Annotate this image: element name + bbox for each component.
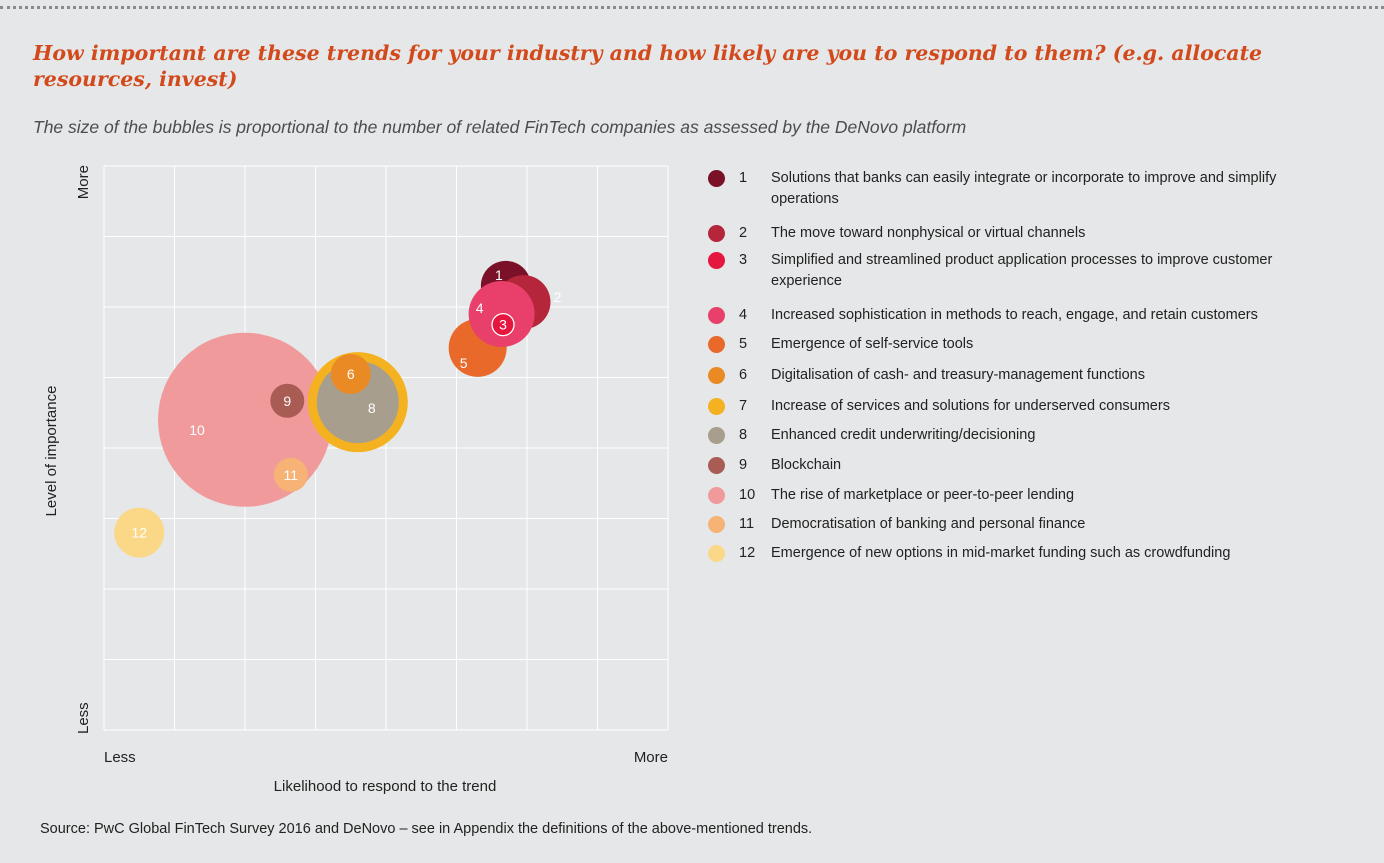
legend-label-9: Blockchain <box>771 457 842 473</box>
legend-number-7: 7 <box>739 398 748 414</box>
legend-swatch-12 <box>708 545 725 562</box>
legend-swatch-2 <box>708 225 725 242</box>
x-axis-max-label: More <box>634 749 668 766</box>
legend-label-1: Solutions that banks can easily integrat… <box>771 170 1277 207</box>
legend-number-5: 5 <box>739 336 748 352</box>
legend-item-8: 8 Enhanced credit underwriting/decisionin… <box>708 425 1348 446</box>
legend-swatch-5 <box>708 336 725 353</box>
legend-item-2: 2 The move toward nonphysical or virtual … <box>708 223 1348 244</box>
legend-swatch-6 <box>708 367 725 384</box>
legend-swatch-1 <box>708 170 725 187</box>
x-axis-title: Likelihood to respond to the trend <box>274 778 497 795</box>
legend-label-4: Increased sophistication in methods to r… <box>771 307 1258 323</box>
legend-swatch-3 <box>708 252 725 269</box>
bubble-label-4: 4 <box>476 300 484 316</box>
legend-number-1: 1 <box>739 170 748 186</box>
legend-number-10: 10 <box>739 487 756 503</box>
legend-label-11: Democratisation of banking and personal … <box>771 516 1086 532</box>
legend-swatch-7 <box>708 398 725 415</box>
legend-item-4: 4 Increased sophistication in methods to … <box>708 305 1348 326</box>
legend-label-5: Emergence of self-service tools <box>771 336 974 352</box>
bubble-layer: 107869111251243 <box>114 260 562 558</box>
y-axis-title: Level of importance <box>43 386 60 517</box>
chart-grid <box>103 165 669 731</box>
bubble-label-3: 3 <box>499 317 507 333</box>
legend-swatch-10 <box>708 487 725 504</box>
legend-swatch-8 <box>708 427 725 444</box>
bubble-label-1: 1 <box>495 267 503 283</box>
legend-label-10: The rise of marketplace or peer-to-peer … <box>771 487 1075 503</box>
y-axis-min-label: Less <box>75 702 92 734</box>
bubble-12: 12 <box>114 507 165 558</box>
legend-number-6: 6 <box>739 367 748 383</box>
legend-item-12: 12 Emergence of new options in mid-market… <box>708 543 1348 564</box>
legend-number-9: 9 <box>739 457 748 473</box>
bubble-label-9: 9 <box>283 393 291 409</box>
legend-item-6: 6 Digitalisation of cash- and treasury-ma… <box>708 365 1348 386</box>
bubble-6: 6 <box>330 353 371 394</box>
bubble-circle-9 <box>270 383 305 418</box>
legend-number-12: 12 <box>739 545 756 561</box>
legend-label-3: Simplified and streamlined product appli… <box>771 252 1273 289</box>
legend-number-4: 4 <box>739 307 748 323</box>
bubble-label-12: 12 <box>131 525 147 541</box>
legend-item-11: 11 Democratisation of banking and persona… <box>708 514 1348 535</box>
legend-item-7: 7 Increase of services and solutions for … <box>708 396 1348 417</box>
bubble-label-8: 8 <box>368 400 376 416</box>
legend-label-7: Increase of services and solutions for u… <box>771 398 1170 414</box>
chart-subtitle: The size of the bubbles is proportional … <box>33 117 967 137</box>
bubble-label-5: 5 <box>460 355 468 371</box>
y-axis-max-label: More <box>75 165 92 199</box>
legend-item-5: 5 Emergence of self-service tools <box>708 334 1348 355</box>
legend-label-6: Digitalisation of cash- and treasury-man… <box>771 367 1145 383</box>
bubble-circle-3 <box>491 312 515 337</box>
chart-title: How important are these trends for your … <box>33 41 1263 91</box>
top-dotted-rule <box>0 6 1384 9</box>
bubble-chart: 107869111251243 Less More Likelihood to … <box>43 165 669 795</box>
legend-number-11: 11 <box>739 516 755 532</box>
legend-label-8: Enhanced credit underwriting/decisioning <box>771 427 1036 443</box>
bubble-label-2: 2 <box>554 289 562 305</box>
bubble-9: 9 <box>270 383 305 418</box>
bubble-circle-6 <box>330 353 371 394</box>
legend-item-1: 1 Solutions that banks can easily integra… <box>708 168 1348 210</box>
legend-swatch-4 <box>708 307 725 324</box>
legend-label-2: The move toward nonphysical or virtual c… <box>771 225 1086 241</box>
bubble-3: 3 <box>491 312 515 337</box>
x-axis-min-label: Less <box>104 749 136 766</box>
bubble-11: 11 <box>273 457 308 492</box>
bubble-circle-11 <box>273 457 308 492</box>
legend-swatch-9 <box>708 457 725 474</box>
bubble-label-10: 10 <box>189 422 205 438</box>
bubble-label-11: 11 <box>284 467 299 483</box>
source-note: Source: PwC Global FinTech Survey 2016 a… <box>40 821 813 837</box>
legend-item-9: 9 Blockchain <box>708 455 1348 476</box>
bubble-label-6: 6 <box>347 366 355 382</box>
legend-swatch-11 <box>708 516 725 533</box>
legend-item-3: 3 Simplified and streamlined product appl… <box>708 250 1348 292</box>
legend-label-12: Emergence of new options in mid-market f… <box>771 545 1231 561</box>
bubble-circle-12 <box>114 507 165 558</box>
legend-item-10: 10 The rise of marketplace or peer-to-pee… <box>708 485 1348 506</box>
legend-number-3: 3 <box>739 252 748 268</box>
legend-number-2: 2 <box>739 225 748 241</box>
legend-number-8: 8 <box>739 427 748 443</box>
